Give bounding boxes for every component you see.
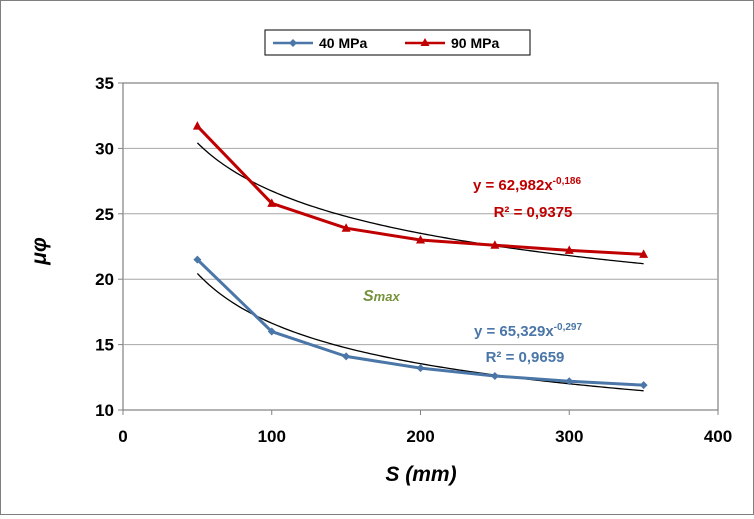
data-point-0: [193, 255, 202, 264]
data-point-0: [416, 364, 425, 373]
legend-label-90mpa: 90 MPa: [451, 35, 499, 51]
data-point-0: [267, 327, 276, 336]
x-tick-label: 100: [258, 427, 286, 446]
plot-area: [122, 82, 719, 411]
equation-90mpa-text: y = 62,982x: [473, 177, 553, 194]
equation-90mpa: y = 62,982x-0,186 R² = 0,9375: [473, 176, 581, 221]
svg-text:y = 65,329x-0,297: y = 65,329x-0,297: [474, 322, 582, 340]
x-tick-label: 400: [704, 427, 732, 446]
data-point-0: [342, 352, 351, 361]
x-tick-label: 200: [406, 427, 434, 446]
x-tick-labels: 0 100 200 300 400: [118, 410, 732, 446]
legend-item-90mpa: 90 MPa: [405, 35, 499, 51]
x-tick-label: 0: [118, 427, 127, 446]
svg-text:y = 62,982x-0,186: y = 62,982x-0,186: [473, 176, 581, 194]
data-point-0: [639, 381, 648, 390]
y-tick-label: 10: [95, 401, 114, 420]
equation-90mpa-exponent: -0,186: [553, 176, 582, 187]
data-point-1: [564, 245, 574, 254]
gridlines: [123, 147, 718, 346]
data-point-1: [416, 234, 425, 244]
y-axis-label: μφ: [28, 237, 51, 266]
r2-40mpa: R² = 0,9659: [486, 349, 565, 366]
y-tick-label: 20: [95, 270, 114, 289]
legend-marker-diamond: [289, 39, 297, 47]
y-tick-labels: 10 15 20 25 30 35: [95, 74, 123, 420]
data-series: [192, 121, 649, 390]
data-point-1: [267, 198, 277, 207]
y-tick-label: 35: [95, 74, 114, 93]
legend-label-40mpa: 40 MPa: [319, 35, 367, 51]
data-point-1: [192, 121, 202, 130]
legend-item-40mpa: 40 MPa: [273, 35, 367, 51]
equation-40mpa-text: y = 65,329x: [474, 323, 554, 340]
legend-marker-triangle: [420, 38, 430, 46]
x-axis-label: S (mm): [385, 463, 456, 486]
data-point-1: [341, 223, 351, 232]
data-point-1: [639, 249, 649, 258]
y-tick-label: 25: [95, 205, 114, 224]
equation-40mpa: y = 65,329x-0,297 R² = 0,9659: [474, 322, 582, 366]
smax-annotation: Smax: [363, 288, 400, 305]
x-tick-label: 300: [555, 427, 583, 446]
trendline-1: [196, 142, 644, 265]
legend: 40 MPa 90 MPa: [264, 29, 531, 56]
equation-40mpa-exponent: -0,297: [554, 322, 583, 333]
y-tick-label: 15: [95, 336, 114, 355]
data-point-0: [490, 371, 499, 380]
data-point-1: [490, 240, 500, 249]
data-point-0: [565, 377, 574, 386]
y-tick-label: 30: [95, 139, 114, 158]
r2-90mpa: R² = 0,9375: [494, 204, 573, 221]
